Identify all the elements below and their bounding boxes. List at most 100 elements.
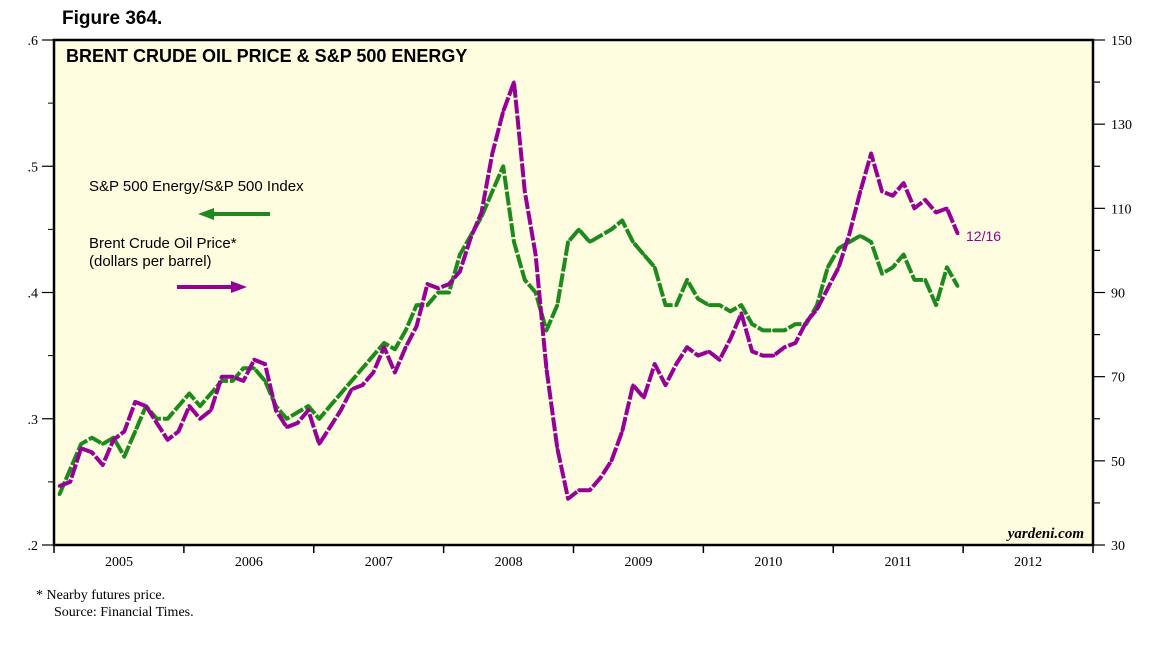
energy-ratio-point bbox=[295, 410, 300, 415]
brent-oil-point bbox=[956, 231, 960, 236]
brent-oil-point bbox=[404, 345, 408, 349]
right-tick-label: 130 bbox=[1111, 118, 1132, 133]
x-tick-label: 2005 bbox=[105, 555, 133, 570]
brent-oil-point bbox=[912, 206, 917, 210]
x-tick-label: 2012 bbox=[1014, 555, 1042, 570]
energy-ratio-point bbox=[187, 391, 191, 396]
left-tick-label: .6 bbox=[28, 34, 39, 49]
energy-ratio-point bbox=[285, 417, 289, 421]
brent-oil-point bbox=[653, 362, 657, 366]
brent-oil-point bbox=[555, 446, 559, 450]
brent-oil-point bbox=[57, 484, 62, 488]
energy-ratio-point bbox=[728, 309, 733, 314]
energy-ratio-point bbox=[577, 227, 581, 231]
energy-ratio-point bbox=[620, 218, 624, 223]
brent-oil-point bbox=[176, 429, 181, 433]
brent-oil-point bbox=[772, 354, 776, 358]
left-tick-label: .5 bbox=[28, 160, 39, 175]
energy-ratio-point bbox=[869, 240, 873, 244]
brent-oil-point bbox=[350, 387, 354, 391]
energy-ratio-point bbox=[631, 240, 635, 244]
x-tick-label: 2007 bbox=[365, 555, 393, 570]
energy-ratio-point bbox=[598, 234, 603, 238]
energy-ratio-point bbox=[252, 366, 256, 370]
right-tick-label: 30 bbox=[1111, 539, 1125, 554]
brent-oil-point bbox=[187, 404, 191, 408]
x-tick-label: 2010 bbox=[754, 555, 782, 570]
energy-ratio-point bbox=[534, 290, 538, 295]
brent-oil-point bbox=[858, 189, 862, 194]
brent-oil-point bbox=[90, 450, 94, 455]
energy-ratio-point bbox=[166, 417, 170, 421]
figure-label: Figure 364. bbox=[62, 8, 163, 29]
energy-ratio-point bbox=[739, 303, 743, 307]
energy-ratio-point bbox=[663, 303, 668, 307]
brent-oil-point bbox=[923, 198, 927, 202]
brent-oil-point bbox=[728, 337, 733, 341]
brent-oil-point bbox=[144, 404, 148, 408]
brent-oil-point bbox=[393, 370, 397, 375]
brent-oil-point bbox=[263, 362, 267, 366]
brent-oil-point bbox=[512, 80, 516, 84]
energy-ratio-point bbox=[436, 290, 440, 295]
legend-oil-unit: (dollars per barrel) bbox=[89, 253, 212, 270]
energy-ratio-point bbox=[588, 240, 592, 244]
brent-oil-point bbox=[815, 307, 819, 311]
energy-ratio-point bbox=[371, 354, 375, 358]
brent-oil-point bbox=[523, 189, 527, 194]
energy-ratio-point bbox=[826, 265, 830, 269]
energy-ratio-point bbox=[339, 391, 343, 396]
energy-ratio-point bbox=[360, 366, 365, 370]
brent-oil-point bbox=[490, 152, 494, 156]
left-tick-label: .3 bbox=[28, 413, 39, 428]
brent-oil-point bbox=[663, 383, 668, 387]
energy-ratio-point bbox=[90, 436, 94, 440]
energy-ratio-point bbox=[696, 297, 700, 301]
brent-oil-point bbox=[371, 370, 375, 375]
brent-oil-point bbox=[566, 497, 570, 501]
brent-oil-point bbox=[739, 311, 743, 316]
energy-ratio-point bbox=[718, 303, 722, 307]
energy-ratio-point bbox=[393, 347, 397, 351]
energy-ratio-point bbox=[901, 253, 906, 257]
energy-ratio-point bbox=[447, 290, 451, 295]
left-tick-label: .2 bbox=[28, 539, 39, 554]
brent-oil-point bbox=[642, 396, 646, 400]
axis-ticks: 2005 2006 2007 2008 2009 2010 2011 2012 .2 .3 .4 .5… bbox=[28, 34, 1133, 570]
brent-oil-point bbox=[479, 210, 484, 215]
energy-ratio-point bbox=[923, 278, 927, 282]
brent-oil-point bbox=[414, 324, 419, 328]
brent-oil-point bbox=[501, 109, 505, 114]
energy-ratio-point bbox=[68, 467, 72, 471]
brent-oil-point bbox=[339, 408, 343, 412]
watermark: yardeni.com bbox=[1006, 526, 1084, 542]
right-tick-label: 90 bbox=[1111, 287, 1125, 302]
brent-oil-point bbox=[891, 194, 895, 198]
energy-ratio-point bbox=[317, 417, 321, 421]
energy-ratio-point bbox=[490, 189, 494, 194]
chart-title: BRENT CRUDE OIL PRICE & S&P 500 ENERGY bbox=[66, 46, 467, 66]
brent-oil-point bbox=[674, 362, 678, 366]
energy-ratio-point bbox=[414, 303, 419, 307]
energy-ratio-point bbox=[653, 265, 657, 269]
brent-oil-point bbox=[837, 265, 841, 269]
energy-ratio-point bbox=[555, 303, 559, 307]
energy-ratio-point bbox=[880, 271, 884, 276]
plot-background bbox=[54, 40, 1093, 545]
energy-ratio-point bbox=[674, 303, 678, 307]
legend-energy-label: S&P 500 Energy/S&P 500 Index bbox=[89, 178, 304, 195]
energy-ratio-point bbox=[566, 240, 570, 244]
energy-ratio-point bbox=[891, 265, 895, 269]
right-tick-label: 50 bbox=[1111, 455, 1125, 470]
energy-ratio-point bbox=[782, 328, 787, 332]
brent-oil-point bbox=[360, 383, 365, 387]
brent-oil-point bbox=[534, 253, 538, 257]
brent-oil-point bbox=[620, 429, 624, 433]
brent-oil-point bbox=[804, 320, 808, 324]
brent-oil-point bbox=[209, 408, 213, 412]
energy-ratio-point bbox=[685, 278, 689, 282]
energy-ratio-point bbox=[425, 303, 429, 307]
brent-oil-point bbox=[469, 236, 473, 240]
energy-ratio-point bbox=[793, 322, 797, 326]
